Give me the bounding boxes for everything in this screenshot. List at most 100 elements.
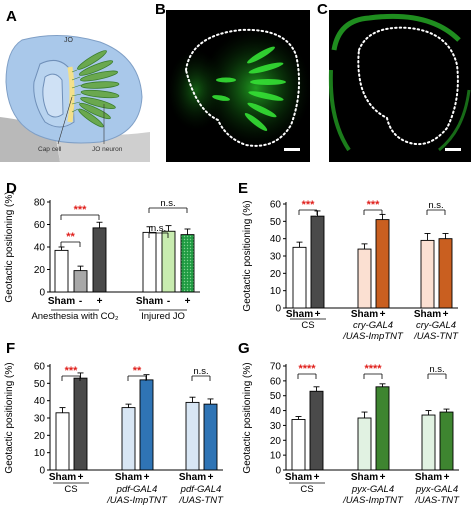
y-tick-label: 50	[34, 379, 46, 390]
x-tick-label: +	[144, 472, 150, 483]
jo-schematic: JO Cap cell JO neuron	[0, 22, 150, 162]
bar	[92, 227, 107, 293]
group-label: Anesthesia with CO₂	[31, 311, 118, 322]
cap-cell-label: Cap cell	[38, 146, 62, 153]
micrograph-b-image	[168, 28, 311, 151]
bar	[73, 377, 88, 471]
group-label: /UAS-ImpTNT	[106, 495, 168, 506]
y-tick-label: 40	[270, 234, 282, 245]
sig-label: n.s.	[151, 223, 166, 234]
sig-label: n.s.	[193, 366, 208, 377]
y-tick-label: 50	[270, 217, 282, 228]
micrograph-c-image	[328, 13, 471, 152]
chart-e: Geotactic positioning (%) 0 10 20 30 40 50 60 Sh…	[236, 190, 473, 342]
x-tick-label: Sham	[49, 472, 76, 483]
chart-f-y-label: Geotactic positioning (%)	[4, 362, 15, 473]
group-label: pdf-GAL4	[116, 484, 158, 495]
chart-g-y-label: Geotactic positioning (%)	[242, 362, 253, 473]
bar	[375, 219, 390, 309]
panel-label-c: C	[317, 1, 328, 18]
x-tick-label: -	[79, 296, 82, 307]
chart-d: Geotactic positioning (%) 0 20 40 60 80 Sham - +…	[0, 190, 233, 342]
y-tick-label: 0	[39, 288, 45, 299]
bar	[73, 270, 88, 293]
x-tick-label: Sham	[414, 309, 441, 320]
chart-e-y-label: Geotactic positioning (%)	[242, 200, 253, 311]
y-tick-label: 60	[34, 362, 46, 373]
sig-label: n.s.	[429, 364, 444, 375]
y-tick-label: 0	[39, 466, 45, 477]
bar	[291, 419, 306, 471]
bar	[357, 417, 372, 471]
x-tick-label: Sham	[286, 309, 313, 320]
y-tick-label: 20	[270, 436, 282, 447]
panel-label-a: A	[6, 8, 17, 25]
bar	[55, 412, 70, 471]
jo-schematic-drawing: JO Cap cell JO neuron	[0, 34, 150, 162]
x-tick-label: +	[208, 472, 214, 483]
bar	[438, 238, 453, 309]
bar	[185, 401, 200, 471]
x-tick-label: Sham	[179, 472, 206, 483]
bar	[439, 411, 454, 471]
jo-label: JO	[64, 37, 74, 44]
group-label: Injured JO	[141, 311, 185, 322]
x-tick-label: Sham	[285, 472, 312, 483]
x-tick-label: Sham	[351, 472, 378, 483]
x-tick-label: Sham	[351, 309, 378, 320]
y-tick-label: 30	[270, 421, 282, 432]
y-tick-label: 10	[270, 451, 282, 462]
chart-e-svg: Geotactic positioning (%) 0 10 20 30 40 50 60 Sh…	[242, 199, 459, 342]
x-tick-label: +	[185, 296, 191, 307]
sig-label: n.s.	[428, 200, 443, 211]
y-tick-label: 40	[34, 396, 46, 407]
micrograph-b	[166, 10, 311, 162]
sig-label: n.s.	[160, 198, 175, 209]
sig-label: ***	[367, 199, 381, 211]
y-tick-label: 10	[270, 286, 282, 297]
y-tick-label: 50	[270, 391, 282, 402]
x-tick-label: +	[444, 472, 450, 483]
bar	[357, 248, 372, 309]
group-label: cry-GAL4	[416, 320, 456, 331]
x-tick-label: -	[167, 296, 170, 307]
bar	[292, 246, 307, 309]
x-tick-label: Sham	[136, 296, 163, 307]
group-label: /UAS-TNT	[178, 495, 224, 506]
y-tick-label: 30	[270, 252, 282, 263]
sig-label: ***	[74, 204, 88, 216]
sig-label: ****	[364, 363, 382, 375]
x-tick-label: +	[380, 309, 386, 320]
y-tick-label: 60	[34, 220, 46, 231]
bar	[142, 231, 157, 293]
group-label: pyx-GAL4	[415, 484, 458, 495]
chart-f-svg: Geotactic positioning (%) 0 10 20 30 40 50 60 Sh…	[4, 362, 224, 507]
x-tick-label: +	[78, 472, 84, 483]
chart-g-svg: Geotactic positioning (%) 0 10 20 30 40 50 60 70…	[242, 362, 460, 507]
panel-label-e: E	[238, 180, 249, 197]
x-tick-label: Sham	[115, 472, 142, 483]
panel-label-f: F	[6, 340, 16, 357]
group-label: /UAS-TNT	[414, 495, 460, 506]
bar	[420, 239, 435, 309]
bar	[375, 386, 390, 471]
x-tick-label: +	[97, 296, 103, 307]
y-tick-label: 60	[270, 376, 282, 387]
bar	[139, 379, 154, 471]
chart-d-y-label: Geotactic positioning (%)	[4, 191, 15, 302]
x-tick-label: +	[315, 309, 321, 320]
x-tick-label: +	[314, 472, 320, 483]
y-tick-label: 70	[270, 362, 282, 373]
y-tick-label: 60	[270, 200, 282, 211]
group-label: /UAS-TNT	[413, 331, 459, 342]
sig-label: ***	[302, 199, 316, 211]
bar	[421, 414, 436, 471]
bar	[310, 215, 325, 309]
panel-label-b: B	[155, 1, 166, 18]
y-tick-label: 10	[34, 448, 46, 459]
chart-f: Geotactic positioning (%) 0 10 20 30 40 50 60 Sh…	[0, 352, 233, 520]
sig-label: ***	[65, 365, 79, 377]
sig-label: **	[133, 365, 142, 377]
group-label: CS	[301, 320, 314, 331]
